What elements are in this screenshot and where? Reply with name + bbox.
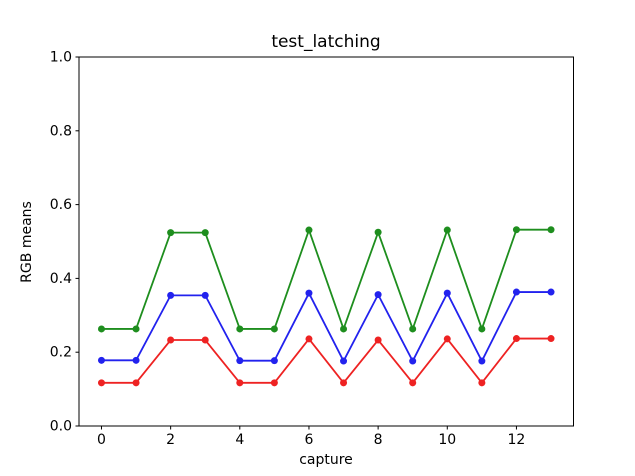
data-point-blue <box>236 357 244 365</box>
y-tick-label: 0.8 <box>50 123 72 139</box>
x-tick-label: 2 <box>166 432 175 448</box>
data-point-red <box>409 379 417 387</box>
data-point-green <box>478 325 486 333</box>
x-axis-label: capture <box>299 452 353 468</box>
data-point-blue <box>97 356 105 364</box>
y-tick-label: 0.6 <box>50 197 72 213</box>
series-line-green <box>100 228 552 330</box>
data-point-blue <box>132 356 140 364</box>
data-point-green <box>132 325 140 333</box>
data-point-blue <box>270 357 278 365</box>
series-red <box>97 335 555 387</box>
x-tick-label: 6 <box>304 432 313 448</box>
x-tick-label: 10 <box>438 432 456 448</box>
data-point-red <box>132 379 140 387</box>
data-point-red <box>270 379 278 387</box>
data-point-green <box>374 228 382 236</box>
series-green <box>97 226 555 333</box>
data-point-red <box>201 336 209 344</box>
data-point-green <box>201 229 209 237</box>
data-point-green <box>340 325 348 333</box>
plot-frame <box>78 56 574 427</box>
data-point-red <box>340 379 348 387</box>
y-tick-label: 0.4 <box>50 271 72 287</box>
y-tick-label: 0.2 <box>50 345 72 361</box>
data-point-blue <box>201 291 209 299</box>
x-tick-label: 8 <box>374 432 383 448</box>
data-point-green <box>512 226 520 234</box>
data-point-blue <box>443 289 451 297</box>
data-point-red <box>374 336 382 344</box>
y-axis-label: RGB means <box>19 201 35 283</box>
data-point-green <box>270 325 278 333</box>
data-point-green <box>167 229 175 237</box>
data-point-red <box>236 379 244 387</box>
series-line-blue <box>100 291 552 362</box>
data-point-red <box>167 336 175 344</box>
data-point-blue <box>374 291 382 299</box>
data-point-green <box>97 325 105 333</box>
x-tick-label: 12 <box>508 432 526 448</box>
data-point-red <box>305 335 313 343</box>
axis-ticks: 0 2 4 6 8 10 12 0.0 0.2 0.4 0.6 0.8 1.0 <box>50 50 526 449</box>
data-point-red <box>443 335 451 343</box>
data-point-green <box>305 226 313 234</box>
data-series <box>97 226 555 387</box>
series-line-red <box>100 337 552 384</box>
data-point-green <box>236 325 244 333</box>
chart-title: test_latching <box>271 32 380 52</box>
y-tick-label: 0.0 <box>50 419 72 435</box>
data-point-blue <box>409 357 417 365</box>
data-point-red <box>97 379 105 387</box>
y-tick-label: 1.0 <box>50 50 72 66</box>
x-tick-label: 4 <box>235 432 244 448</box>
x-tick-label: 0 <box>97 432 106 448</box>
data-point-green <box>409 325 417 333</box>
data-point-blue <box>478 357 486 365</box>
data-point-red <box>547 335 555 343</box>
data-point-green <box>443 226 451 234</box>
data-point-blue <box>512 288 520 296</box>
data-point-blue <box>305 289 313 297</box>
data-point-red <box>478 379 486 387</box>
data-point-red <box>512 335 520 343</box>
data-point-blue <box>167 291 175 299</box>
data-point-green <box>547 226 555 234</box>
data-point-blue <box>340 357 348 365</box>
data-point-blue <box>547 288 555 296</box>
series-blue <box>97 288 555 365</box>
